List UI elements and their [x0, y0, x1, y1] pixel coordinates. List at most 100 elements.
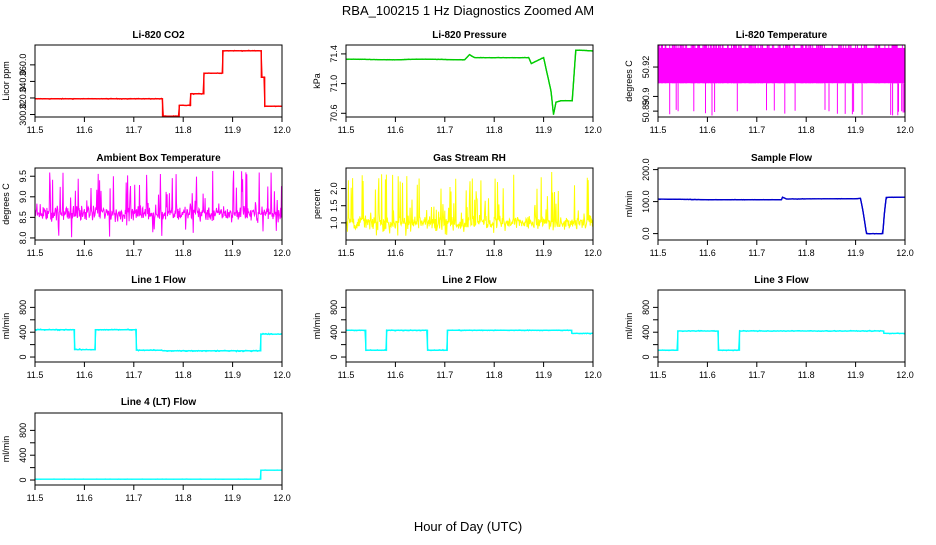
x-tick-label: 11.6 — [387, 125, 404, 135]
x-tick-label: 11.7 — [436, 248, 453, 258]
x-tick-label: 11.6 — [699, 248, 716, 258]
series-line — [345, 329, 594, 352]
x-tick-label: 11.8 — [175, 125, 192, 135]
x-tick-label: 11.8 — [798, 125, 815, 135]
series-steps — [35, 50, 282, 117]
x-tick-label: 11.8 — [798, 370, 815, 380]
panel-1: Li-820 CO2 Licor ppm 11.5 11.6 11.7 11.8 11.9 1… — [1, 30, 291, 135]
x-tick-label: 11.6 — [76, 125, 93, 135]
panel-title: Ambient Box Temperature — [96, 153, 221, 164]
y-tick-label: 8.5 — [18, 211, 28, 224]
y-axis-label: degrees C — [1, 183, 11, 225]
plot-frame — [34, 412, 283, 486]
y-tick-label: 71.4 — [329, 45, 339, 63]
y-tick-label: 800 — [18, 300, 28, 315]
y-tick-label: 200.0 — [641, 158, 651, 181]
panel-title: Line 1 Flow — [131, 275, 186, 286]
plot-frame — [657, 289, 906, 363]
x-tick-label: 12.0 — [584, 370, 602, 380]
x-axis-title: Hour of Day (UTC) — [414, 519, 522, 534]
x-tick-label: 11.7 — [125, 370, 142, 380]
x-tick-label: 12.0 — [896, 125, 914, 135]
plot-frame — [345, 167, 594, 241]
series-line — [34, 49, 283, 118]
x-tick-label: 11.7 — [125, 125, 142, 135]
x-tick-label: 11.9 — [535, 125, 552, 135]
series-line — [34, 328, 283, 353]
series-line — [34, 170, 283, 238]
y-tick-label: 800 — [18, 423, 28, 438]
panel-title: Sample Flow — [751, 153, 812, 164]
x-tick-label: 11.7 — [748, 125, 765, 135]
figure-title: RBA_100215 1 Hz Diagnostics Zoomed AM — [342, 3, 594, 18]
plot-frame — [345, 44, 594, 118]
y-tick-label: 70.6 — [329, 105, 339, 123]
y-tick-label: 9.5 — [18, 170, 28, 183]
x-tick-label: 11.7 — [748, 248, 765, 258]
plot-frame — [34, 167, 283, 241]
y-tick-label: 300.0 — [18, 103, 28, 126]
x-tick-label: 11.6 — [76, 248, 93, 258]
x-tick-label: 11.9 — [847, 370, 864, 380]
x-tick-label: 11.5 — [27, 248, 44, 258]
panel-title: Line 2 Flow — [442, 275, 497, 286]
y-axis-label: ml/min — [312, 313, 322, 340]
x-tick-label: 11.6 — [699, 370, 716, 380]
x-tick-label: 11.5 — [650, 370, 667, 380]
x-tick-label: 12.0 — [273, 248, 291, 258]
x-tick-label: 11.8 — [486, 125, 503, 135]
y-tick-label: 0.0 — [641, 227, 651, 240]
y-axis-label: Licor ppm — [1, 61, 11, 101]
y-tick-label: 0 — [641, 355, 651, 360]
x-tick-label: 11.9 — [535, 370, 552, 380]
panel-8: Line 2 Flow ml/min 11.5 11.6 11.7 11.8 11.9 12.… — [312, 275, 602, 380]
x-tick-label: 11.6 — [699, 125, 716, 135]
panel-10: Line 4 (LT) Flow ml/min 11.5 11.6 11.7 11.8 11… — [1, 397, 291, 503]
panel-title: Li-820 Pressure — [432, 30, 507, 41]
series-line — [35, 469, 282, 480]
panel-3: Li-820 Temperature degrees C 11.5 11.6 11.7 1… — [624, 30, 914, 135]
y-tick-label: 0 — [18, 355, 28, 360]
x-tick-label: 11.7 — [748, 370, 765, 380]
y-tick-label: 50.9 — [641, 88, 651, 106]
x-tick-label: 11.5 — [338, 125, 355, 135]
x-tick-label: 12.0 — [273, 370, 291, 380]
x-tick-label: 11.5 — [338, 248, 355, 258]
x-tick-label: 11.7 — [436, 125, 453, 135]
x-tick-label: 11.9 — [224, 370, 241, 380]
x-tick-label: 12.0 — [584, 125, 602, 135]
y-tick-label: 800 — [329, 300, 339, 315]
y-axis-label: ml/min — [1, 313, 11, 340]
x-tick-label: 11.9 — [847, 125, 864, 135]
x-tick-label: 11.7 — [125, 493, 142, 503]
x-tick-label: 12.0 — [584, 248, 602, 258]
panel-title: Li-820 CO2 — [132, 30, 185, 41]
x-tick-label: 11.8 — [486, 248, 503, 258]
y-tick-label: 100.0 — [641, 190, 651, 213]
series-steps — [345, 49, 594, 115]
x-tick-label: 12.0 — [273, 125, 291, 135]
x-tick-label: 11.5 — [650, 125, 667, 135]
y-tick-label: 8.0 — [18, 232, 28, 245]
y-tick-label: 1.0 — [329, 217, 339, 230]
y-axis-label: ml/min — [1, 436, 11, 463]
series-line — [345, 171, 594, 236]
y-tick-label: 360.0 — [18, 54, 28, 77]
x-tick-label: 11.8 — [486, 370, 503, 380]
x-tick-label: 11.8 — [175, 248, 192, 258]
series-line — [658, 196, 906, 235]
y-tick-label: 1.5 — [329, 199, 339, 212]
plot-frame — [345, 289, 594, 363]
series-steps — [346, 329, 593, 351]
y-tick-label: 2.0 — [329, 182, 339, 195]
y-tick-label: 400 — [18, 325, 28, 340]
series-steps — [35, 329, 282, 352]
panel-7: Line 1 Flow ml/min 11.5 11.6 11.7 11.8 11.9 12.… — [1, 275, 291, 380]
panel-4: Ambient Box Temperature degrees C 11.5 11.6… — [1, 153, 291, 258]
y-axis-label: ml/min — [624, 191, 634, 218]
y-tick-label: 340.0 — [18, 70, 28, 93]
x-tick-label: 11.5 — [338, 370, 355, 380]
y-axis-label: percent — [312, 188, 322, 219]
panel-title: Gas Stream RH — [433, 153, 506, 164]
